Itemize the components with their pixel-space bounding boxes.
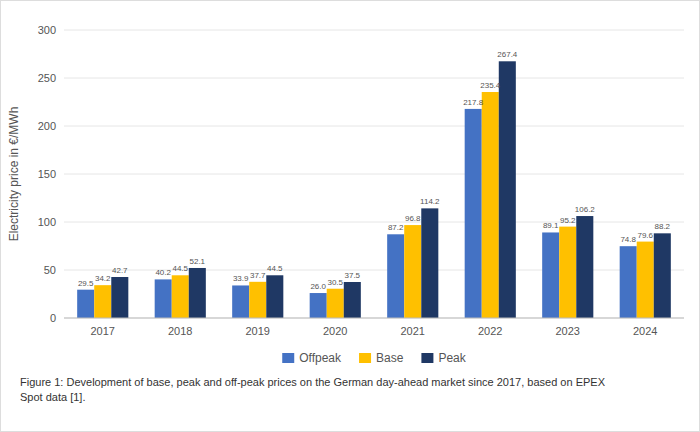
x-tick-label: 2019 — [246, 325, 270, 337]
grid-line — [64, 174, 684, 175]
bars — [77, 61, 671, 318]
data-label: 79.6 — [637, 231, 653, 240]
bar — [77, 290, 94, 318]
bar — [559, 227, 576, 318]
data-label: 95.2 — [560, 216, 576, 225]
data-label: 40.2 — [155, 268, 171, 277]
data-label: 44.5 — [172, 264, 188, 273]
x-tick-label: 2023 — [556, 325, 580, 337]
bar — [620, 246, 637, 318]
bar — [482, 92, 499, 318]
bar — [637, 242, 654, 318]
data-label: 30.5 — [327, 278, 343, 287]
x-axis: 2017 2018 2019 2020 2021 2022 2023 2024 — [64, 318, 684, 337]
legend-item: Peak — [421, 351, 466, 365]
bar — [94, 285, 111, 318]
legend-swatch — [282, 353, 294, 363]
data-label: 267.4 — [497, 50, 518, 59]
data-label: 37.7 — [250, 271, 266, 280]
chart: 0 50 100 150 200 250 300 Electricity price in €… — [0, 0, 700, 432]
bar — [172, 275, 189, 318]
x-tick-label: 2021 — [401, 325, 425, 337]
bar — [465, 109, 482, 318]
data-label: 88.2 — [655, 222, 671, 231]
y-axis-label: Electricity price in €/MWh — [7, 107, 21, 242]
bar — [344, 282, 361, 318]
x-axis-line — [64, 318, 684, 319]
data-label: 74.8 — [620, 235, 636, 244]
bar — [249, 282, 266, 318]
legend-swatch — [421, 353, 433, 363]
grid-line — [64, 78, 684, 79]
data-label: 217.8 — [463, 98, 484, 107]
x-tick-label: 2020 — [323, 325, 347, 337]
bar — [542, 232, 559, 318]
bar — [310, 293, 327, 318]
data-label: 44.5 — [267, 264, 283, 273]
data-label: 34.2 — [95, 274, 111, 283]
bar — [654, 233, 671, 318]
grid-line — [64, 126, 684, 127]
data-label: 26.0 — [310, 282, 326, 291]
legend-label: Offpeak — [299, 351, 342, 365]
data-label: 106.2 — [575, 205, 596, 214]
bar — [421, 208, 438, 318]
data-label: 114.2 — [420, 197, 440, 206]
bar — [266, 275, 283, 318]
frame — [1, 1, 700, 432]
data-label: 33.9 — [233, 274, 249, 283]
bar — [111, 277, 128, 318]
grid-line — [64, 30, 684, 31]
y-tick-label: 50 — [44, 264, 56, 276]
bar — [404, 225, 421, 318]
y-tick-label: 0 — [50, 312, 56, 324]
legend-swatch — [359, 353, 371, 363]
bar — [155, 279, 172, 318]
grid-line — [64, 318, 684, 319]
data-label: 96.8 — [405, 214, 421, 223]
bar — [576, 216, 593, 318]
bar — [387, 234, 404, 318]
data-label: 89.1 — [543, 221, 559, 230]
y-axis: 0 50 100 150 200 250 300 — [38, 24, 684, 324]
y-tick-label: 150 — [38, 168, 56, 180]
y-tick-label: 200 — [38, 120, 56, 132]
caption-text: Figure 1: Development of base, peak and … — [20, 376, 606, 403]
data-label: 42.7 — [112, 266, 128, 275]
data-label: 87.2 — [388, 223, 404, 232]
legend-item: Offpeak — [282, 351, 342, 365]
data-labels: 29.5 40.2 33.9 26.0 87.2 217.8 89.1 74.8 34.2 44.… — [78, 50, 671, 291]
x-tick-label: 2024 — [633, 325, 657, 337]
data-label: 29.5 — [78, 279, 94, 288]
bar — [232, 285, 249, 318]
x-tick-label: 2018 — [168, 325, 192, 337]
data-label: 235.4 — [480, 81, 501, 90]
bar — [499, 61, 516, 318]
x-tick-label: 2022 — [478, 325, 502, 337]
legend-label: Base — [376, 351, 404, 365]
legend-label: Peak — [438, 351, 466, 365]
data-label: 37.5 — [345, 271, 361, 280]
caption: Figure 1: Development of base, peak and … — [20, 376, 606, 403]
y-tick-label: 100 — [38, 216, 56, 228]
legend-item: Base — [359, 351, 404, 365]
y-tick-label: 250 — [38, 72, 56, 84]
y-tick-label: 300 — [38, 24, 56, 36]
data-label: 52.1 — [190, 257, 206, 266]
x-tick-label: 2017 — [91, 325, 115, 337]
bar — [327, 289, 344, 318]
bar — [189, 268, 206, 318]
legend: Offpeak Base Peak — [282, 351, 467, 365]
